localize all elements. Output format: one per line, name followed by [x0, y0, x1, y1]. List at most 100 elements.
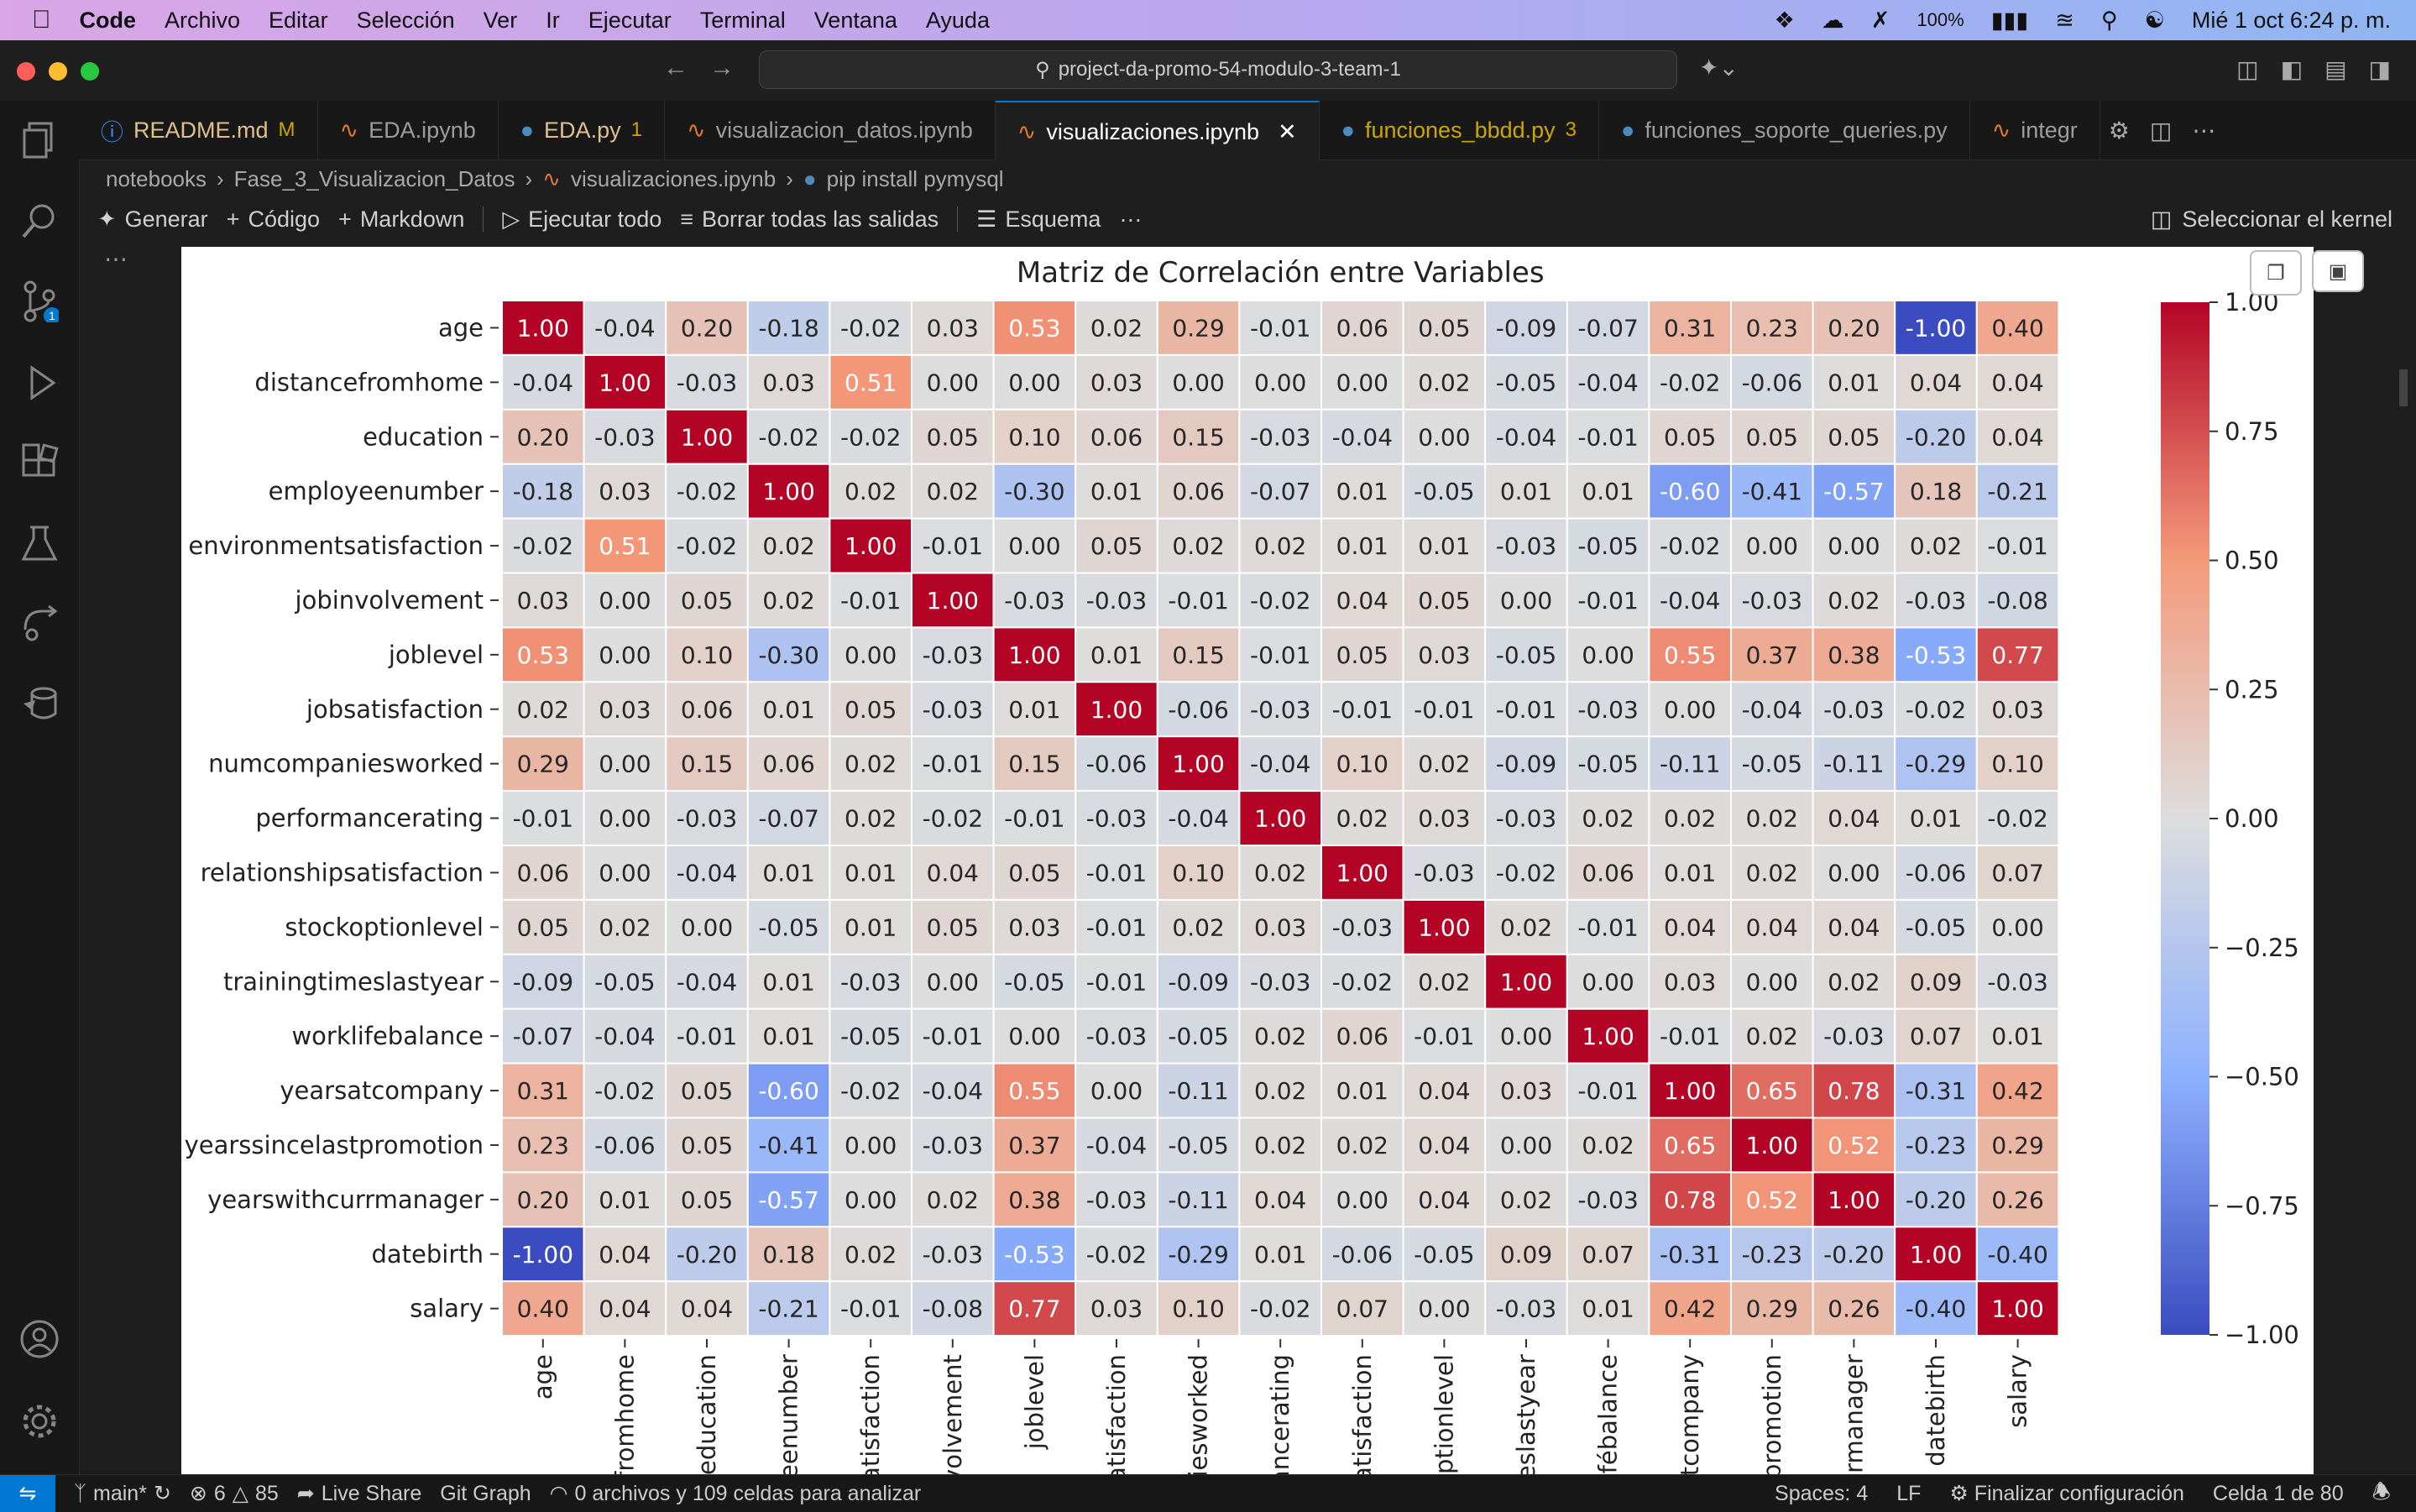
toggle-panel-icon[interactable]: ▤: [2324, 56, 2347, 82]
generate-button[interactable]: ✦ Generar: [97, 207, 208, 233]
command-center-search[interactable]: ⚲ project-da-promo-54-modulo-3-team-1: [759, 50, 1677, 89]
extensions-icon[interactable]: [17, 440, 62, 485]
run-debug-icon[interactable]: [17, 359, 62, 405]
more-actions-button[interactable]: ···: [1119, 206, 1143, 232]
gear-icon[interactable]: ⚙: [2108, 117, 2130, 144]
analysis-status[interactable]: ◠ 0 archivos y 109 celdas para analizar: [550, 1481, 922, 1506]
copy-output-icon[interactable]: ❐: [2250, 250, 2302, 296]
sync-icon: ↻: [153, 1482, 171, 1505]
split-editor-icon[interactable]: ◫: [2149, 117, 2173, 144]
wifi-icon[interactable]: ≊: [2055, 7, 2074, 33]
menu-terminal[interactable]: Terminal: [681, 7, 786, 33]
remote-explorer-icon[interactable]: [17, 601, 62, 646]
add-code-button[interactable]: + Código: [227, 207, 320, 233]
tab-4[interactable]: ∿ visualizaciones.ipynb ✕: [995, 101, 1320, 161]
menu-ver[interactable]: Ver: [464, 7, 518, 33]
back-arrow-icon[interactable]: ←: [663, 54, 688, 81]
search-view-icon[interactable]: [17, 198, 62, 243]
heatmap-cell: [1730, 1007, 1814, 1065]
tab-2[interactable]: ● EDA.py 1: [499, 101, 665, 160]
add-markdown-button[interactable]: + Markdown: [338, 207, 464, 233]
eol-status[interactable]: LF: [1896, 1481, 1922, 1505]
battery-icon[interactable]: ▮▮▮: [1990, 7, 2029, 33]
heatmap-cell: [829, 790, 913, 846]
customize-layout-icon[interactable]: ◫: [2236, 56, 2259, 82]
toggle-secondary-sidebar-icon[interactable]: ◨: [2368, 56, 2391, 82]
forward-arrow-icon[interactable]: →: [709, 54, 735, 81]
remote-icon[interactable]: ⇋: [0, 1475, 55, 1512]
cell-value: 0.01: [845, 913, 897, 941]
copilot-icon[interactable]: ✦⌄: [1699, 55, 1739, 81]
select-kernel-button[interactable]: ◫ Seleccionar el kernel: [2151, 198, 2392, 240]
heatmap-cell: [1812, 463, 1896, 520]
notifications-bell-icon[interactable]: 🕭: [2372, 1479, 2391, 1504]
cell-position[interactable]: Celda 1 de 80: [2212, 1481, 2344, 1505]
tab-5[interactable]: ● funciones_bbdd.py 3: [1320, 101, 1600, 160]
menu-archivo[interactable]: Archivo: [145, 7, 240, 33]
cell-value: -0.05: [1906, 913, 1966, 941]
cell-value: 0.04: [1336, 587, 1388, 615]
menu-editar[interactable]: Editar: [249, 7, 328, 33]
accounts-icon[interactable]: [17, 1316, 62, 1362]
breadcrumb-folder[interactable]: Fase_3_Visualizacion_Datos: [233, 165, 515, 191]
breadcrumb-notebooks[interactable]: notebooks: [106, 165, 207, 191]
tab-1[interactable]: ∿ EDA.ipynb: [318, 101, 499, 160]
source-control-icon[interactable]: 1: [17, 279, 62, 324]
tab-3[interactable]: ∿ visualizacion_datos.ipynb: [665, 101, 996, 160]
close-icon[interactable]: ✕: [1278, 118, 1297, 144]
cell-value: 0.03: [927, 314, 979, 342]
cloud-icon[interactable]: ☁: [1821, 7, 1844, 33]
tab-6[interactable]: ● funciones_soporte_queries.py: [1599, 101, 1970, 160]
tab-label: visualizaciones.ipynb: [1046, 118, 1260, 144]
explorer-icon[interactable]: [17, 118, 62, 163]
cell-value: 1.00: [1664, 1077, 1716, 1105]
spotlight-icon[interactable]: ⚲: [2100, 7, 2118, 33]
breadcrumb-file[interactable]: visualizaciones.ipynb: [570, 165, 777, 191]
git-branch[interactable]: ᛉ main* ↻: [74, 1481, 171, 1506]
run-all-button[interactable]: ▷ Ejecutar todo: [502, 207, 662, 233]
menu-seleccion[interactable]: Selección: [337, 7, 455, 33]
control-center-icon[interactable]: ☯: [2144, 7, 2165, 33]
tab-7[interactable]: ∿ integr: [1970, 101, 2100, 160]
toggle-sidebar-icon[interactable]: ◧: [2280, 56, 2304, 82]
cell-value: -1.00: [1906, 314, 1966, 342]
cell-value: 0.01: [762, 859, 814, 887]
git-graph-button[interactable]: Git Graph: [440, 1481, 531, 1505]
cell-value: -0.04: [1332, 423, 1393, 451]
cell-more-icon[interactable]: ⋯: [104, 246, 128, 272]
apple-icon[interactable]: : [32, 6, 51, 34]
settings-gear-icon[interactable]: [17, 1399, 62, 1444]
testing-icon[interactable]: [17, 521, 62, 566]
outline-button[interactable]: ☰ Esquema: [976, 207, 1101, 233]
save-output-icon[interactable]: ▣: [2312, 250, 2364, 292]
database-icon[interactable]: [17, 682, 62, 727]
minimize-window-button[interactable]: [49, 62, 67, 81]
dropbox-icon[interactable]: ❖: [1774, 7, 1795, 33]
clear-outputs-button[interactable]: ≡ Borrar todas las salidas: [680, 207, 939, 233]
cell-value: -0.11: [1660, 751, 1720, 778]
menu-ventana[interactable]: Ventana: [795, 7, 897, 33]
menubar-clock[interactable]: Mié 1 oct 6:24 p. m.: [2191, 7, 2391, 33]
editor-scrollbar[interactable]: [2399, 369, 2408, 406]
cell-value: -0.05: [1496, 369, 1556, 396]
heatmap-cell: [829, 735, 913, 793]
live-share-button[interactable]: ➦ Live Share: [297, 1481, 421, 1506]
finish-setup-button[interactable]: ⚙ Finalizar configuración: [1949, 1481, 2184, 1506]
muted-icon[interactable]: ✗: [1870, 7, 1890, 33]
heatmap-cell: [992, 1007, 1077, 1065]
problems-indicator[interactable]: ⊗ 6 △ 85: [190, 1481, 279, 1506]
indentation-status[interactable]: Spaces: 4: [1775, 1481, 1869, 1505]
menu-ejecutar[interactable]: Ejecutar: [569, 7, 672, 33]
more-icon[interactable]: ⋯: [2192, 117, 2216, 144]
tab-0[interactable]: ⓘ README.md M: [79, 101, 318, 160]
breadcrumb-cell[interactable]: pip install pymysql: [826, 165, 1004, 191]
zoom-window-button[interactable]: [81, 62, 99, 81]
close-window-button[interactable]: [17, 62, 35, 81]
cell-value: 0.03: [1500, 1077, 1552, 1105]
menu-app[interactable]: Code: [60, 7, 137, 33]
heatmap-cell: [665, 1226, 749, 1283]
heatmap-cell: [1566, 1280, 1650, 1337]
row-label: distancefromhome: [254, 368, 484, 396]
menu-ir[interactable]: Ir: [546, 8, 560, 34]
menu-ayuda[interactable]: Ayuda: [907, 7, 990, 33]
